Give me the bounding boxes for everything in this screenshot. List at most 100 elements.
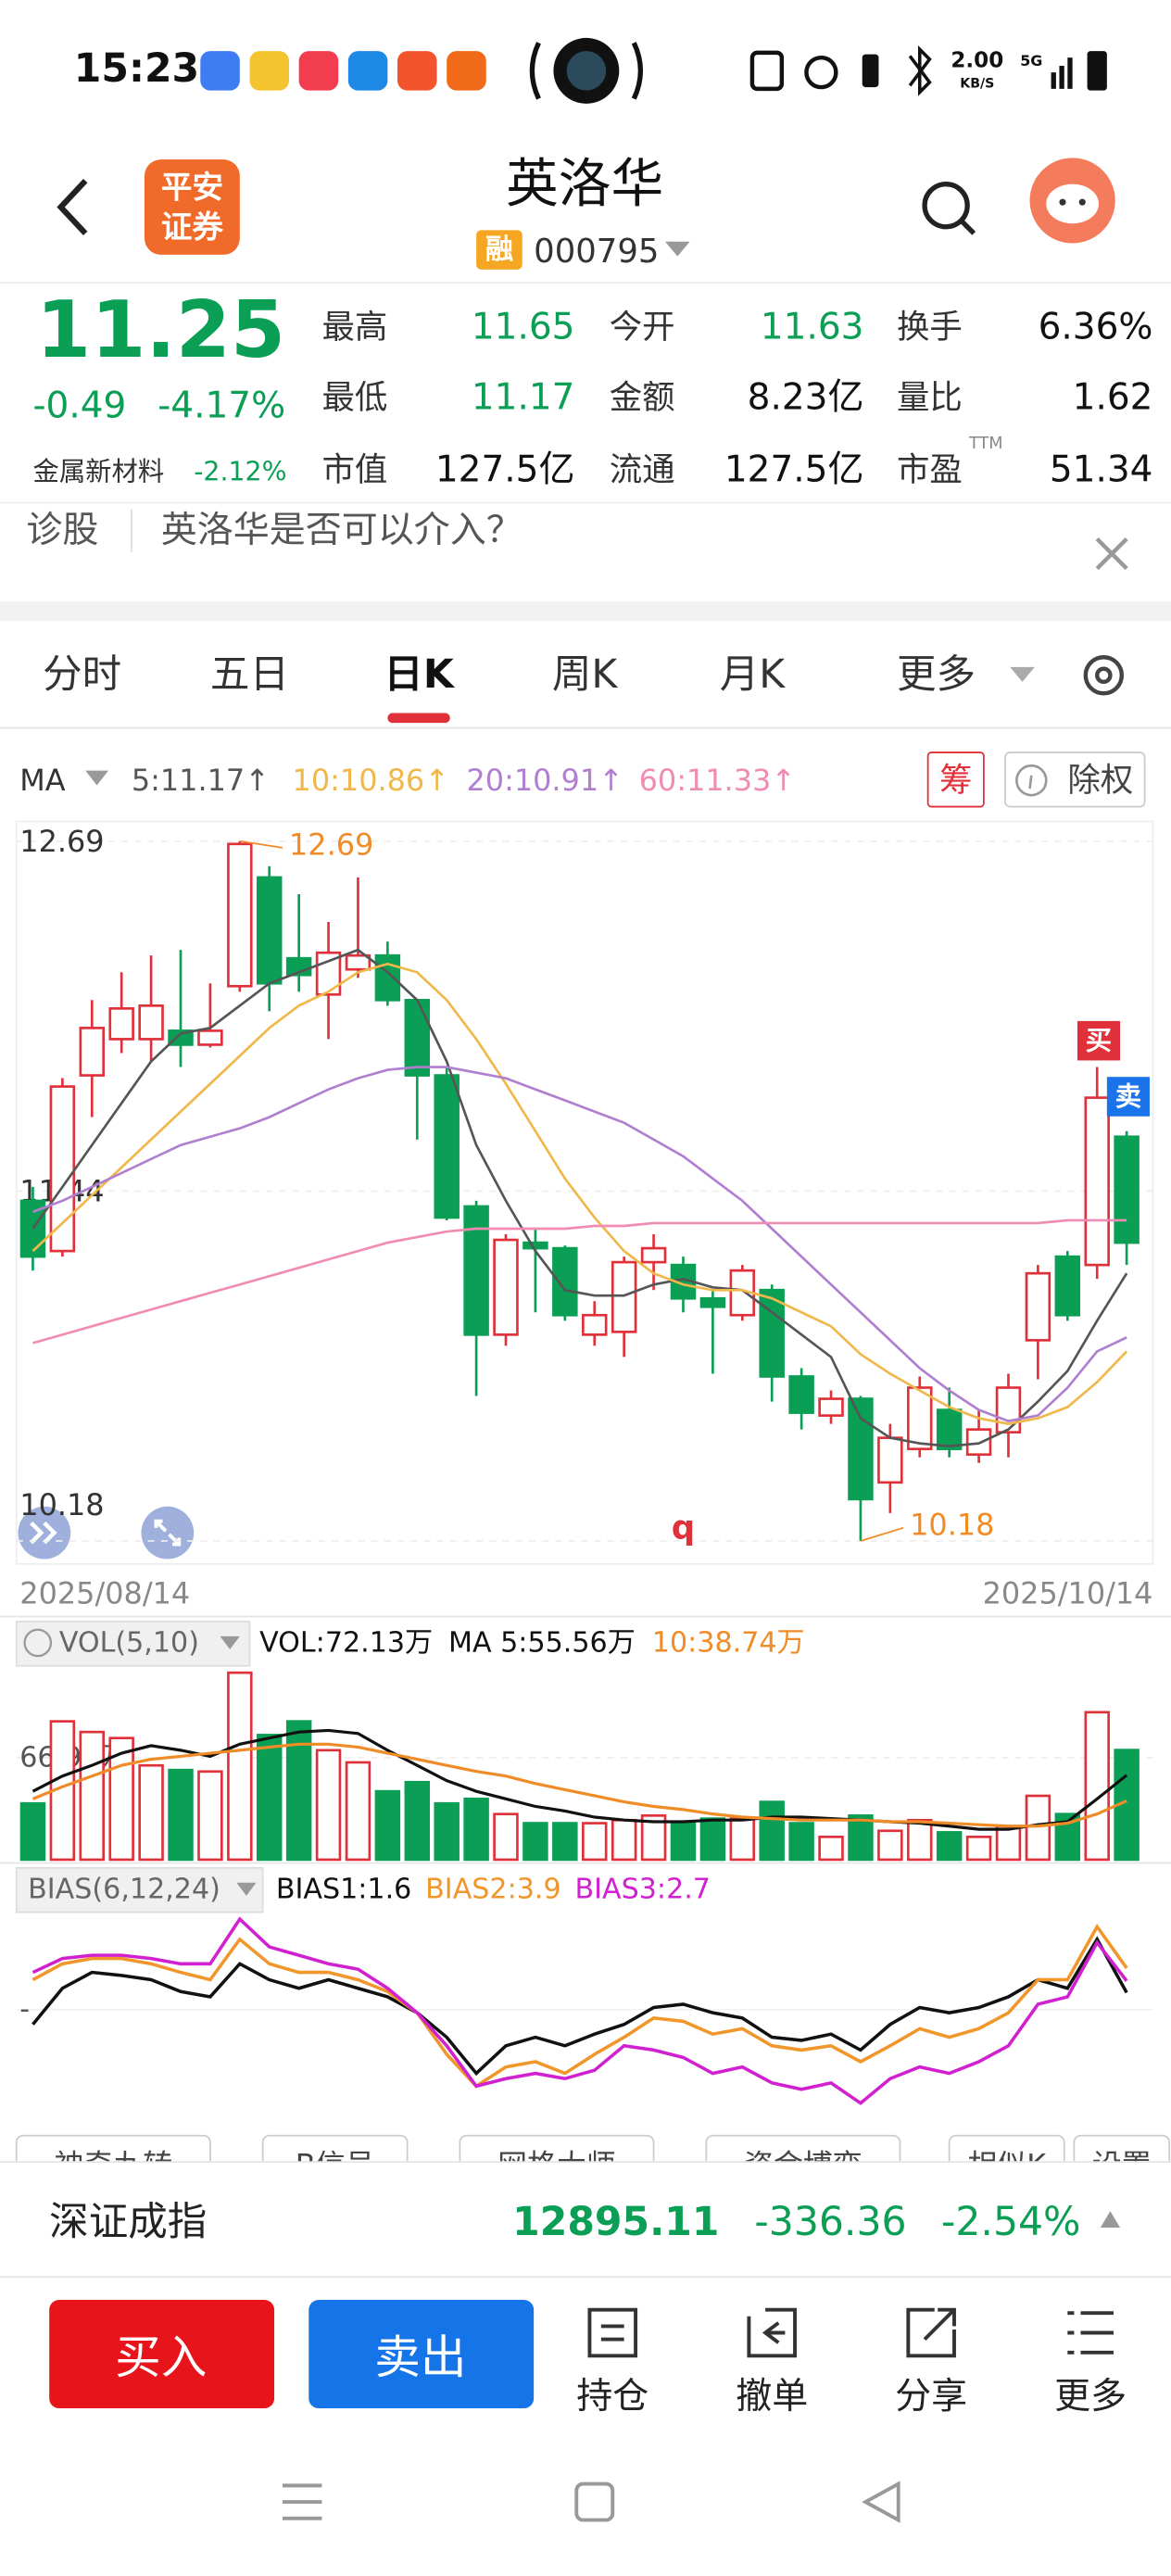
- sell-signal: [1106, 1077, 1150, 1117]
- candle-body: [138, 1004, 164, 1041]
- tool-chip-text[interactable]: 神奇九转: [55, 2148, 173, 2183]
- tool-chip[interactable]: [459, 2134, 655, 2191]
- candle-body: [434, 1074, 460, 1219]
- volume-bar: [256, 1734, 283, 1862]
- expand-button[interactable]: [18, 1506, 71, 1559]
- candle-body: [995, 1386, 1022, 1433]
- tab[interactable]: 五日: [210, 652, 289, 698]
- action-label[interactable]: 撤单: [736, 2376, 808, 2418]
- tool-chip-text[interactable]: B信号: [296, 2148, 375, 2183]
- stat-label: 最低: [321, 379, 387, 417]
- index-name: 深证成指: [49, 2200, 207, 2245]
- tab[interactable]: 日K: [384, 652, 456, 698]
- candle-body: [1114, 1135, 1140, 1244]
- tab[interactable]: 分时: [43, 652, 121, 698]
- tool-chip-text[interactable]: 网格大师: [497, 2148, 616, 2183]
- stat-value: 6.36%: [1039, 306, 1153, 347]
- tool-chip-text[interactable]: 资金博弈: [744, 2148, 863, 2183]
- action-icon[interactable]: [587, 2307, 638, 2358]
- action-label[interactable]: 分享: [895, 2376, 967, 2418]
- exright-button[interactable]: [1004, 751, 1146, 808]
- action-label[interactable]: 更多: [1054, 2376, 1127, 2418]
- tab[interactable]: 月K: [720, 652, 787, 698]
- candle-body: [552, 1246, 578, 1317]
- high-label: 12.69: [289, 827, 373, 862]
- action-icon[interactable]: [747, 2307, 797, 2358]
- sell-button[interactable]: [308, 2300, 535, 2409]
- expand-arrow[interactable]: [1100, 2211, 1121, 2229]
- fullscreen-button[interactable]: [141, 1506, 195, 1559]
- stock-name: 英洛华: [506, 154, 663, 215]
- sell-button-text[interactable]: 卖出: [374, 2330, 466, 2384]
- info-icon: [1028, 775, 1033, 789]
- exright-text[interactable]: 除权: [1067, 762, 1133, 800]
- chip-button-text[interactable]: 筹: [939, 762, 972, 800]
- tab[interactable]: 周K: [552, 652, 619, 698]
- dropdown-arrow[interactable]: [220, 1635, 240, 1650]
- ma-line: [32, 1219, 1127, 1345]
- indicator[interactable]: BIAS(6,12,24): [28, 1873, 220, 1905]
- buy-button[interactable]: [49, 2300, 275, 2409]
- volume-bar: [434, 1801, 460, 1862]
- candle-body: [493, 1238, 519, 1336]
- dropdown-arrow[interactable]: [236, 1882, 257, 1896]
- indicator[interactable]: VOL(5,10): [59, 1626, 199, 1659]
- marker: q: [672, 1509, 695, 1547]
- tool-chip[interactable]: [705, 2134, 901, 2191]
- stat-value: 51.34: [1050, 449, 1153, 491]
- tab[interactable]: 更多: [897, 652, 976, 698]
- settings-button[interactable]: [1083, 655, 1125, 696]
- action-label[interactable]: 持仓: [576, 2376, 648, 2418]
- action-icon[interactable]: [906, 2307, 956, 2358]
- start-date: 2025/08/14: [19, 1576, 190, 1611]
- ma-line: [31, 962, 1128, 1425]
- stat-value: 11.17: [472, 377, 575, 419]
- network-type: 5G: [1020, 52, 1042, 69]
- volume-bar: [788, 1822, 814, 1862]
- tool-chip[interactable]: [1073, 2134, 1171, 2191]
- tool-chip[interactable]: [948, 2134, 1065, 2191]
- tool-chips: 神奇九转 B信号 网格大师 资金博弈 相似K 设置: [15, 2134, 1171, 2191]
- candle-body: [1084, 1096, 1110, 1267]
- high-pointer: [239, 840, 283, 849]
- avatar[interactable]: [1029, 158, 1115, 244]
- ad-text[interactable]: 英洛华是否可以介入？: [161, 510, 523, 551]
- buy-button-text[interactable]: 买入: [115, 2330, 207, 2384]
- candle-body: [788, 1375, 814, 1414]
- tool-chip-text[interactable]: 相似K: [967, 2148, 1047, 2183]
- stat-label: 最高: [321, 308, 387, 346]
- volume-bar: [285, 1720, 312, 1862]
- close-button[interactable]: [1095, 537, 1128, 571]
- dropdown-arrow[interactable]: [85, 770, 109, 786]
- candle-body: [965, 1428, 992, 1457]
- bias-line: [31, 1923, 1128, 2089]
- low-pointer: [860, 1526, 904, 1542]
- search-button[interactable]: [922, 182, 976, 235]
- vol-ma-line: [31, 1728, 1128, 1831]
- tool-chip-text[interactable]: 设置: [1092, 2148, 1152, 2183]
- action-icon[interactable]: [1067, 2311, 1114, 2355]
- low-label: 10.18: [910, 1507, 994, 1542]
- candle-body: [49, 1085, 76, 1253]
- volume-bar: [463, 1797, 489, 1862]
- indicator-button[interactable]: [15, 1866, 264, 1913]
- tool-chip[interactable]: [15, 2134, 211, 2191]
- spacer: [0, 600, 1171, 622]
- candle-body: [907, 1386, 933, 1451]
- tool-chip[interactable]: [261, 2134, 409, 2191]
- ma-legend: 20:10.91↑: [466, 763, 623, 798]
- indicator-button[interactable]: [15, 1620, 251, 1667]
- index-bar[interactable]: [0, 2162, 1171, 2278]
- back-button[interactable]: [57, 179, 88, 235]
- badge-text: 融: [485, 234, 513, 266]
- dropdown-arrow[interactable]: [664, 241, 690, 257]
- candle-body: [611, 1260, 637, 1333]
- volume-bar: [877, 1829, 903, 1862]
- dropdown-arrow[interactable]: [1010, 666, 1035, 682]
- nav-menu[interactable]: [282, 2483, 322, 2520]
- clock: 15:23: [74, 46, 199, 92]
- nav-back[interactable]: [862, 2481, 900, 2523]
- nav-home[interactable]: [574, 2481, 615, 2522]
- plot-frame: [15, 820, 1154, 1565]
- chip-button[interactable]: [926, 751, 985, 808]
